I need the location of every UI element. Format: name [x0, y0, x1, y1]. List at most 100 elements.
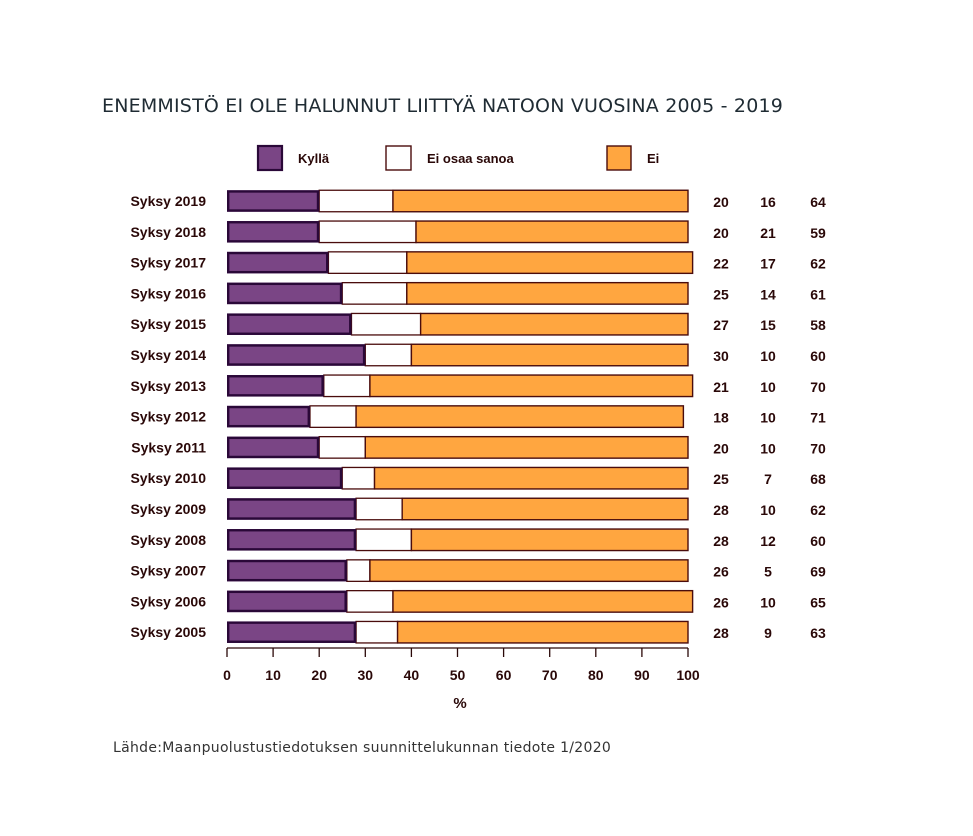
- bar-segment-outline: [392, 189, 689, 213]
- bar-segment: [369, 375, 693, 397]
- data-label: 69: [810, 564, 826, 580]
- bar-segment: [227, 375, 324, 397]
- x-tick-label: 20: [311, 667, 327, 683]
- data-label: 28: [713, 533, 729, 549]
- data-label: 70: [810, 440, 826, 456]
- bar-segment: [309, 405, 357, 429]
- bar-segment-outline: [410, 343, 689, 367]
- bar-segment-outline: [226, 282, 343, 305]
- bar-segment: [227, 344, 366, 366]
- bar-segment: [227, 436, 320, 459]
- bar-segment: [346, 559, 371, 582]
- data-label: 61: [810, 286, 826, 302]
- row-label: Syksy 2016: [130, 285, 206, 301]
- bar-segment: [369, 559, 688, 582]
- data-label: 14: [760, 286, 776, 302]
- legend-swatch-kylla: [256, 144, 284, 172]
- data-label: 28: [713, 502, 729, 518]
- data-label: 10: [760, 348, 776, 364]
- x-axis-unit: %: [453, 695, 466, 712]
- bar-segment: [341, 466, 376, 490]
- data-label: 62: [810, 256, 826, 272]
- bar-segment: [397, 621, 688, 643]
- bar-segment-outline: [369, 559, 689, 583]
- bar-segment-outline: [226, 436, 320, 459]
- legend-swatch-ei: [606, 145, 632, 171]
- bar-segment: [392, 590, 693, 613]
- bar-segment: [355, 497, 403, 521]
- bar-segment: [350, 312, 422, 336]
- bar-segment: [355, 528, 413, 552]
- bar-segment: [227, 590, 347, 613]
- bar-segment-outline: [226, 559, 347, 582]
- bar-segment-outline: [406, 251, 694, 275]
- bar-segment: [402, 498, 688, 520]
- legend: Kyllä Ei osaa sanoa Ei: [256, 144, 659, 172]
- x-tick-label: 10: [265, 667, 281, 683]
- data-label: 64: [810, 194, 826, 210]
- bar-segment-outline: [373, 466, 689, 490]
- bar-segment: [355, 620, 399, 644]
- bar-segment-outline: [226, 221, 320, 243]
- bar-segment-outline: [419, 312, 689, 336]
- x-tick-label: 50: [450, 667, 466, 683]
- data-label: 65: [810, 594, 826, 610]
- row-label: Syksy 2013: [130, 378, 206, 394]
- x-tick-label: 90: [634, 667, 650, 683]
- data-label: 20: [713, 440, 729, 456]
- x-tick-label: 0: [223, 667, 231, 683]
- bar-segment: [416, 221, 688, 243]
- row-label: Syksy 2015: [130, 316, 206, 332]
- data-label: 10: [760, 502, 776, 518]
- bar-segment: [406, 282, 688, 305]
- data-label: 59: [810, 225, 826, 241]
- bar-segment: [227, 251, 329, 274]
- data-label: 26: [713, 564, 729, 580]
- bar-segment-outline: [226, 590, 347, 613]
- data-label: 60: [810, 533, 826, 549]
- data-label: 60: [810, 348, 826, 364]
- bar-segment: [227, 559, 347, 582]
- x-tick-label: 60: [496, 667, 512, 683]
- bar-segment: [411, 344, 688, 366]
- row-label: Syksy 2019: [130, 193, 206, 209]
- bar-segment-outline: [392, 589, 694, 613]
- data-label: 27: [713, 317, 729, 333]
- data-label: 71: [810, 410, 826, 426]
- data-label: 21: [760, 225, 776, 241]
- bar-segment: [227, 405, 310, 428]
- data-label: 12: [760, 533, 776, 549]
- bar-segment: [364, 343, 413, 367]
- bar-segment: [227, 190, 320, 212]
- data-label: 7: [764, 471, 772, 487]
- x-tick-label: 30: [358, 667, 374, 683]
- bar-segment-outline: [226, 375, 324, 397]
- bar-segment: [227, 529, 357, 551]
- row-label: Syksy 2005: [130, 624, 206, 640]
- data-label: 20: [713, 194, 729, 210]
- data-label: 10: [760, 410, 776, 426]
- bar-segment: [323, 374, 371, 398]
- bar-segment-outline: [364, 435, 689, 459]
- bar-segment: [227, 313, 352, 335]
- bar-segment-outline: [226, 313, 352, 335]
- row-label: Syksy 2011: [131, 439, 206, 455]
- row-label: Syksy 2006: [130, 593, 206, 609]
- data-label: 21: [713, 379, 729, 395]
- bar-segment: [341, 281, 408, 305]
- bar-segment-outline: [415, 220, 689, 244]
- bar-segment: [374, 467, 688, 489]
- data-label: 22: [713, 256, 729, 272]
- x-tick-label: 80: [588, 667, 604, 683]
- bar-segment-outline: [355, 405, 685, 429]
- data-label: 10: [760, 379, 776, 395]
- bar-segment-outline: [226, 498, 357, 520]
- legend-label-kylla: Kyllä: [298, 151, 330, 166]
- data-label: 62: [810, 502, 826, 518]
- bar-segment-outline: [226, 344, 366, 366]
- row-label: Syksy 2012: [130, 409, 206, 425]
- bar-segment: [227, 221, 320, 243]
- data-label: 25: [713, 471, 729, 487]
